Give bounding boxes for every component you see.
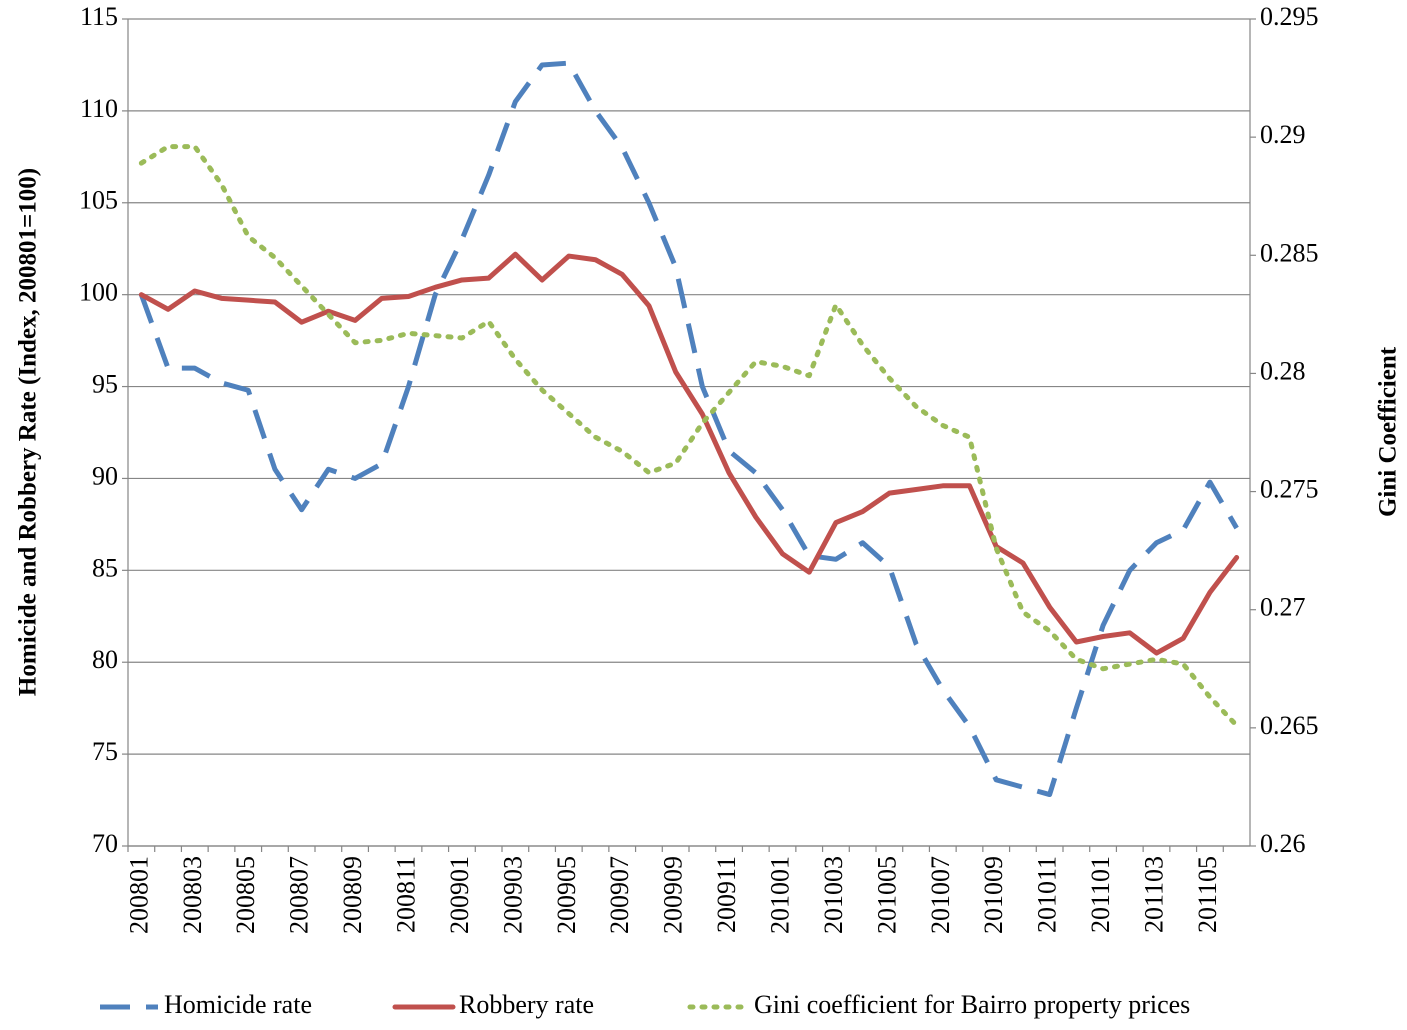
x-tick-label: 201009 [979, 856, 1008, 934]
x-tick-label: 200811 [391, 856, 420, 933]
y2-tick-label: 0.295 [1260, 2, 1319, 31]
y2-tick-label: 0.27 [1260, 593, 1306, 622]
x-tick-label: 200901 [445, 856, 474, 934]
legend-label: Robbery rate [459, 990, 594, 1019]
x-tick-label: 201105 [1193, 856, 1222, 933]
x-tick-label: 200801 [124, 856, 153, 934]
y2-tick-label: 0.29 [1260, 120, 1306, 149]
x-tick-label: 200803 [178, 856, 207, 934]
y2-tick-label: 0.275 [1260, 475, 1319, 504]
y2-tick-label: 0.26 [1260, 829, 1306, 858]
x-tick-label: 200905 [552, 856, 581, 934]
y-tick-label: 90 [92, 461, 118, 490]
y2-tick-label: 0.285 [1260, 238, 1319, 267]
x-tick-label: 201101 [1086, 856, 1115, 933]
y-tick-label: 100 [79, 278, 118, 307]
y2-axis-title: Gini Coefficient [1375, 346, 1402, 517]
x-tick-label: 200809 [338, 856, 367, 934]
y2-tick-label: 0.265 [1260, 711, 1319, 740]
y-tick-label: 110 [80, 94, 118, 123]
x-tick-label: 201011 [1033, 856, 1062, 933]
legend-label: Gini coefficient for Bairro property pri… [754, 990, 1190, 1019]
y-tick-label: 95 [92, 370, 118, 399]
y-tick-label: 115 [80, 2, 118, 31]
x-tick-label: 201001 [765, 856, 794, 934]
x-tick-label: 200903 [498, 856, 527, 934]
x-tick-label: 200907 [605, 856, 634, 934]
y-tick-label: 75 [92, 737, 118, 766]
x-tick-label: 201103 [1139, 856, 1168, 933]
x-tick-label: 200807 [285, 856, 314, 934]
y-tick-label: 105 [79, 186, 118, 215]
x-tick-label: 200909 [659, 856, 688, 934]
y-tick-label: 85 [92, 553, 118, 582]
x-tick-label: 201005 [872, 856, 901, 934]
x-tick-label: 200805 [231, 856, 260, 934]
y2-tick-label: 0.28 [1260, 356, 1306, 385]
series-line [138, 144, 1240, 728]
series-line [138, 251, 1240, 656]
y-tick-label: 80 [92, 645, 118, 674]
x-tick-label: 200911 [712, 856, 741, 933]
legend-label: Homicide rate [164, 990, 312, 1019]
x-tick-label: 201007 [926, 856, 955, 934]
y-tick-label: 70 [92, 829, 118, 858]
series-line [139, 60, 1239, 798]
x-tick-label: 201003 [819, 856, 848, 934]
y-axis-title: Homicide and Robbery Rate (Index, 200801… [15, 168, 42, 696]
